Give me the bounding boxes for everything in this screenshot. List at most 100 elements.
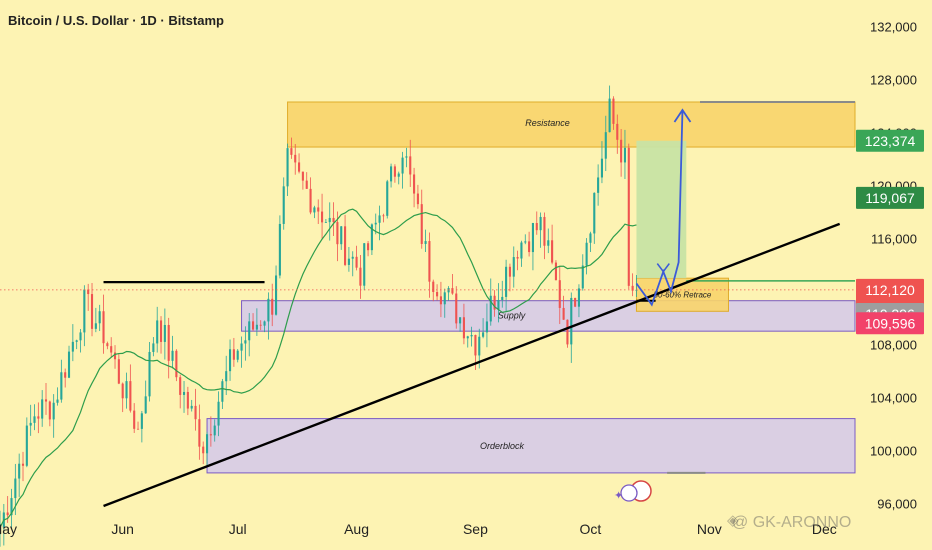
x-tick-label: Dec — [812, 521, 837, 537]
candle-body — [420, 204, 423, 244]
candle-body — [87, 289, 90, 295]
candle-body — [221, 381, 224, 402]
candle-body — [271, 298, 274, 315]
candle-body — [202, 446, 205, 454]
candle-body — [554, 262, 557, 281]
candle-body — [378, 215, 381, 223]
candle-body — [290, 148, 293, 155]
candle-body — [485, 321, 488, 333]
price-badge-label: 109,596 — [865, 315, 916, 331]
tradingview-ideas-icon: ◈ — [727, 512, 739, 529]
candle-body — [133, 410, 136, 429]
candle-body — [156, 320, 159, 344]
candle-body — [344, 226, 347, 265]
candle-body — [393, 166, 396, 177]
candle-body — [244, 340, 247, 344]
candle-body — [409, 156, 412, 175]
candle-body — [623, 147, 627, 163]
candle-body — [263, 321, 266, 326]
candle-body — [129, 381, 132, 411]
y-tick-label: 104,000 — [870, 390, 917, 405]
price-badge — [856, 186, 924, 209]
supply-zone — [241, 300, 856, 332]
candle-body — [558, 280, 561, 308]
projection-path — [635, 109, 684, 307]
candle-body — [600, 158, 604, 178]
candle-body — [83, 289, 86, 333]
candle-body — [466, 336, 469, 339]
candle-body — [597, 177, 600, 193]
candle-body — [152, 343, 155, 352]
candle-body — [194, 405, 197, 420]
x-tick-label: May — [0, 521, 17, 537]
y-tick-label: 128,000 — [870, 72, 917, 87]
candle-body — [505, 266, 508, 297]
candle-body — [171, 350, 174, 361]
candle-body — [405, 156, 408, 158]
candle-body — [390, 166, 393, 182]
candle-body — [631, 285, 634, 291]
candle-body — [612, 98, 615, 124]
candle-body — [577, 288, 581, 307]
candle-body — [493, 295, 496, 310]
candle-body — [451, 288, 454, 294]
candle-body — [52, 402, 55, 420]
candle-body — [0, 527, 2, 535]
candle-body — [98, 311, 101, 324]
candle-body — [148, 351, 151, 397]
candle-body — [340, 226, 343, 245]
candle-body — [351, 256, 354, 259]
price-badge — [856, 129, 924, 152]
candle-body — [489, 295, 492, 322]
x-tick-label: Nov — [697, 521, 722, 537]
candle-body — [217, 401, 220, 426]
candle-body — [424, 241, 427, 244]
candle-body — [228, 349, 232, 372]
candle-body — [106, 343, 109, 347]
candle-body — [324, 222, 327, 223]
candle-body — [186, 391, 189, 409]
candle-body — [60, 372, 63, 400]
candle-body — [416, 193, 419, 205]
candle-body — [309, 188, 312, 213]
candle-body — [121, 383, 124, 399]
candle-body — [102, 311, 105, 344]
candle-body — [259, 324, 262, 326]
candle-body — [33, 416, 36, 423]
candle-body — [374, 222, 377, 225]
candle-body — [179, 377, 182, 395]
candle-body — [6, 512, 9, 516]
candle-body — [144, 396, 147, 414]
candle-body — [190, 405, 193, 409]
candle-body — [347, 258, 350, 265]
candle-body — [317, 207, 320, 212]
candle-body — [251, 321, 255, 330]
candle-body — [574, 297, 577, 307]
price-badge-label: 123,374 — [865, 133, 916, 149]
candle-body — [370, 224, 373, 251]
resistance-zone — [287, 101, 856, 148]
y-tick-label: 116,000 — [871, 231, 917, 246]
candle-body — [37, 416, 40, 419]
candle-body — [363, 243, 366, 286]
candle-body — [328, 217, 331, 223]
candle-body — [48, 401, 51, 420]
candle-body — [305, 180, 308, 189]
candle-body — [75, 340, 78, 342]
candle-body — [482, 332, 485, 337]
price-badge-label: 119,067 — [865, 190, 915, 206]
candle-body — [620, 139, 623, 163]
candle-body — [439, 296, 442, 305]
candle-body — [255, 324, 258, 330]
candle-body — [159, 320, 163, 342]
candle-body — [21, 463, 25, 466]
y-tick-label: 108,000 — [870, 337, 917, 352]
y-tick-label: 100,000 — [870, 443, 917, 458]
candle-body — [616, 123, 619, 140]
candle-body — [520, 242, 523, 259]
candle-body — [355, 256, 358, 268]
candle-body — [528, 241, 531, 253]
candle-body — [225, 371, 228, 382]
